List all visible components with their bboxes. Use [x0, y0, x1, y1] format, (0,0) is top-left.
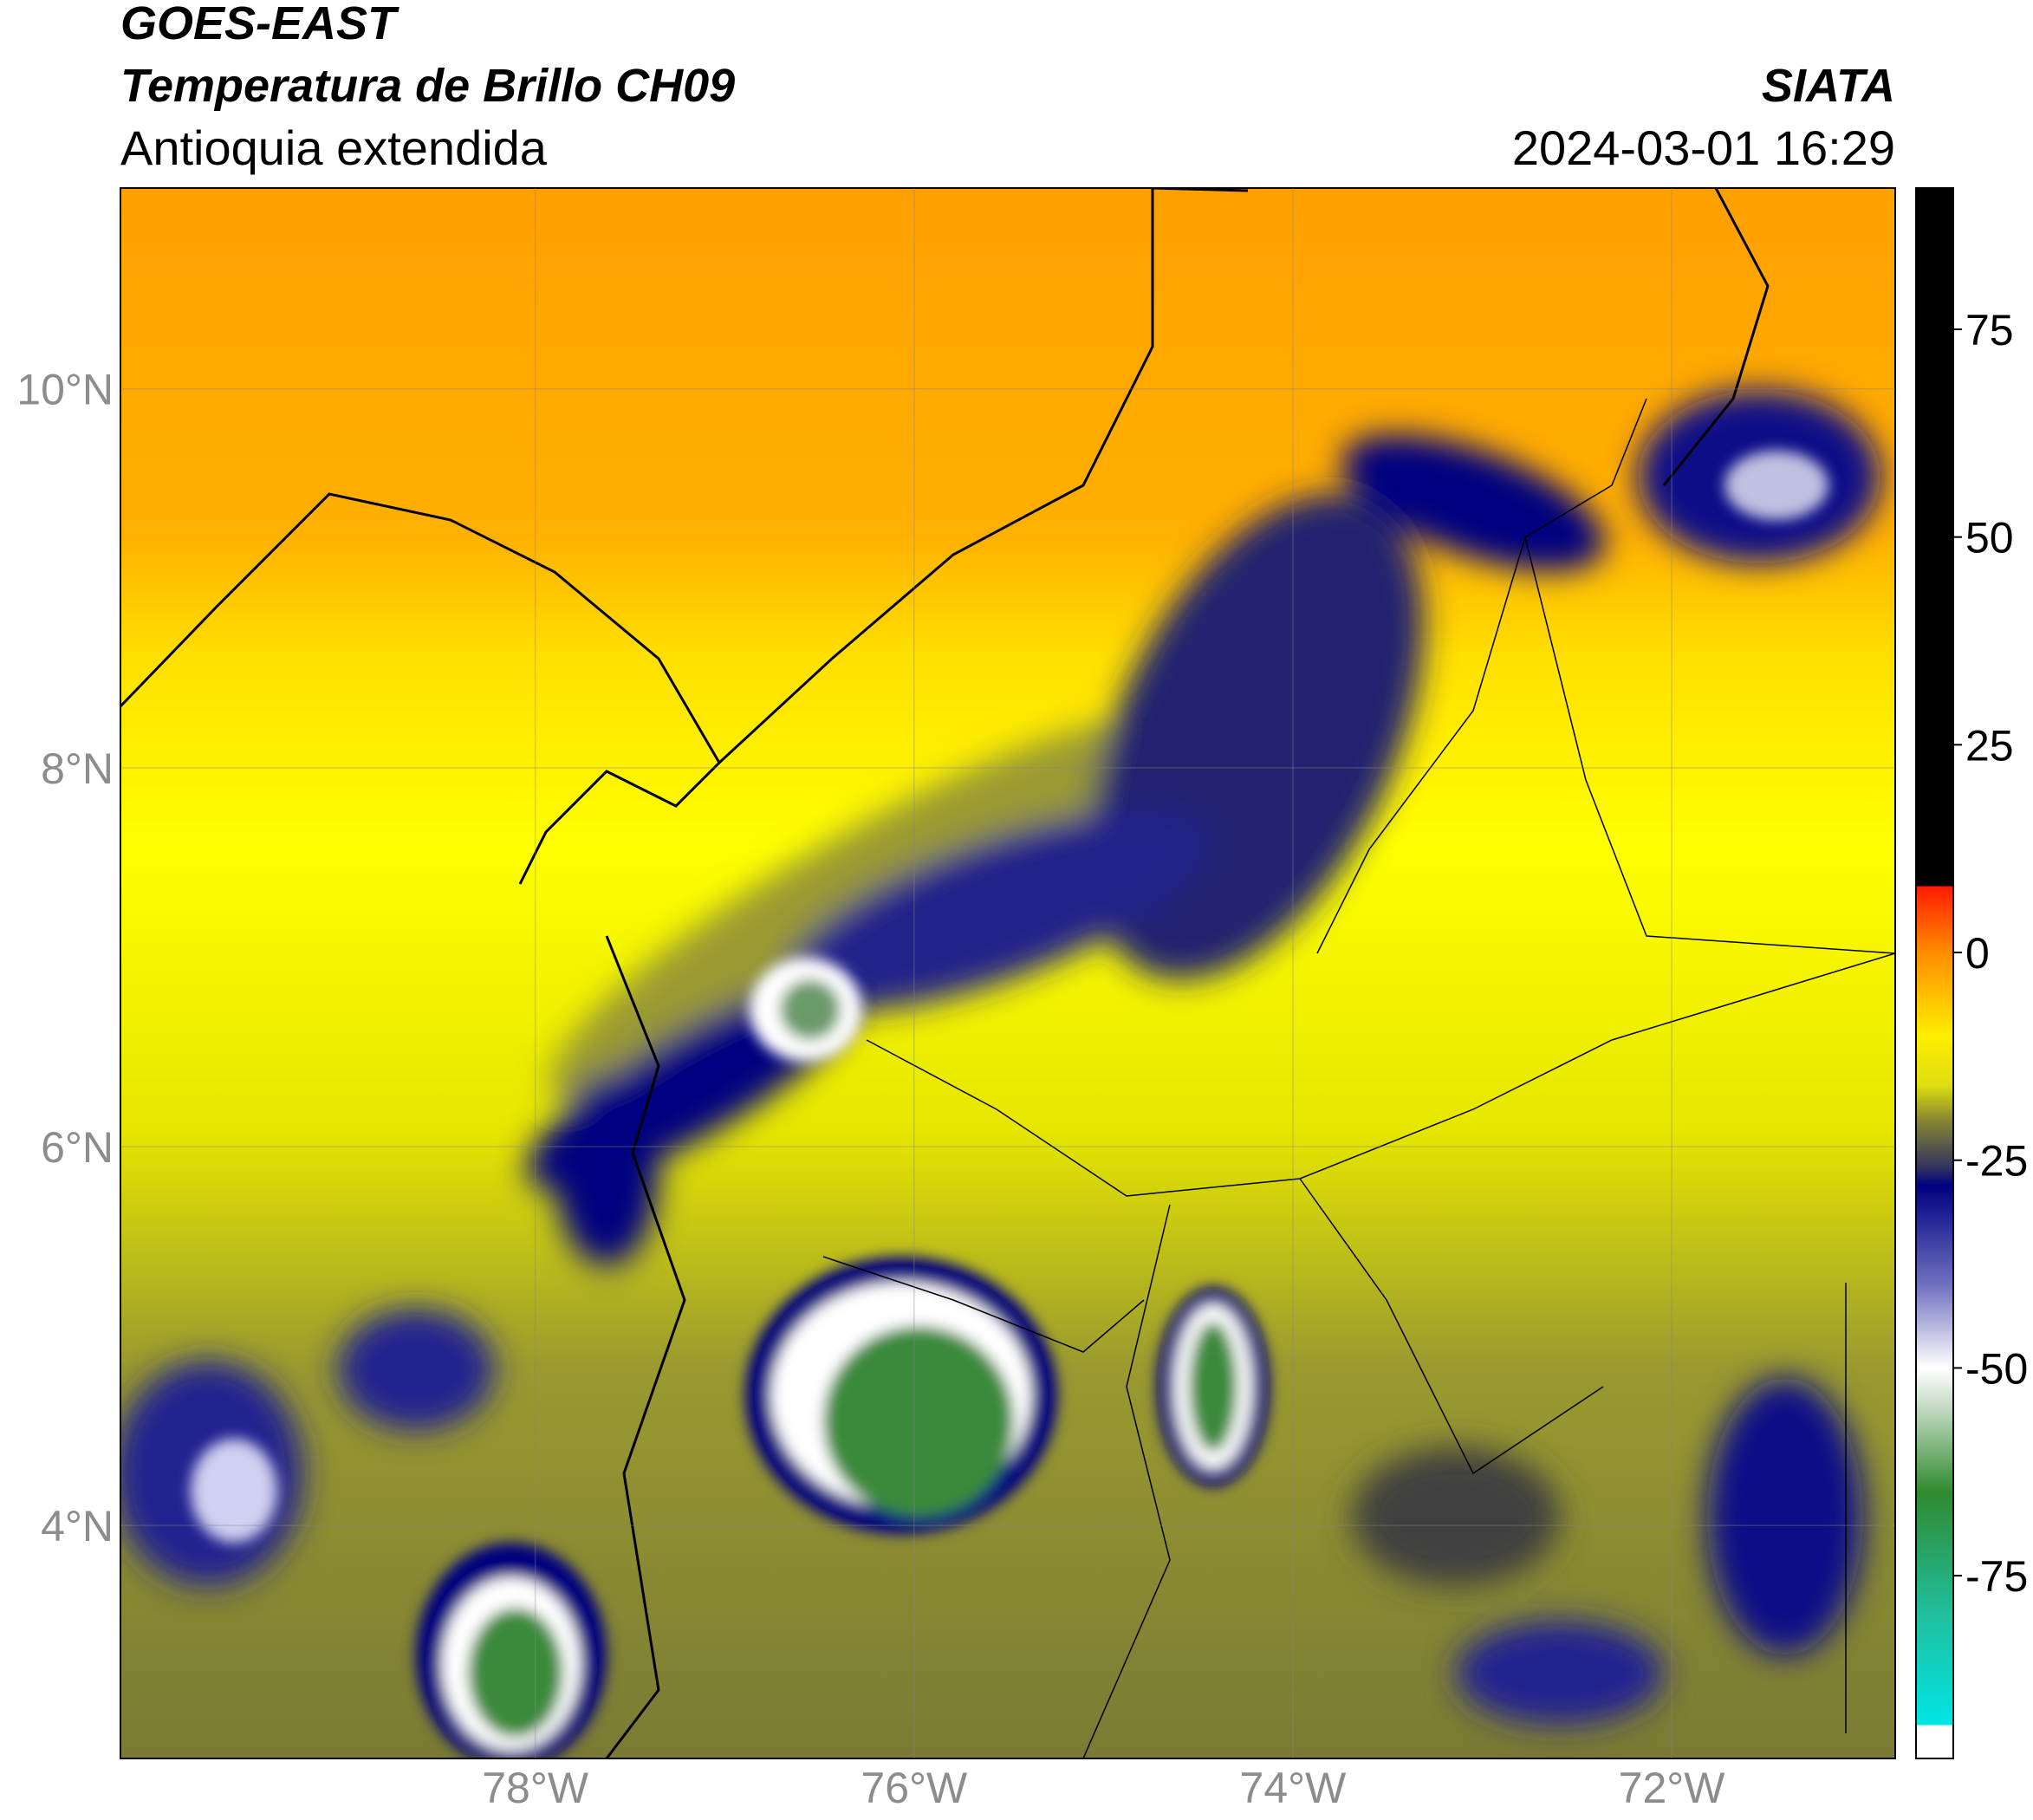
x-tick-label: 74°W — [1240, 1764, 1348, 1812]
subtitle: Temperatura de Brillo CH09 — [120, 60, 735, 112]
y-tick-label: 8°N — [41, 744, 114, 793]
map-image — [120, 188, 1895, 1758]
region: Antioquia extendida — [120, 120, 548, 175]
colorbar-tick-label: 50 — [1965, 514, 2014, 562]
coastline — [1662, 188, 1770, 486]
x-tick-label: 78°W — [482, 1764, 589, 1812]
colorbar-tick-label: 0 — [1965, 929, 1990, 978]
grid: 78°W 76°W 74°W 72°W 4°N 6°N 8°N 10°N — [16, 188, 1895, 1812]
map-frame — [120, 187, 1896, 1759]
coastline — [718, 188, 1154, 764]
x-tick-label: 72°W — [1619, 1764, 1726, 1812]
colorbar-tick-label: -50 — [1965, 1344, 2028, 1393]
coastline — [120, 492, 721, 885]
admin-boundaries — [822, 398, 1895, 1758]
source: SIATA — [1762, 60, 1895, 112]
colorbar: -75 -50 -25 0 25 50 75 — [1915, 187, 2028, 1759]
boundaries — [120, 188, 1770, 1758]
datetime: 2024-03-01 16:29 — [1512, 120, 1895, 175]
x-tick-label: 76°W — [861, 1764, 968, 1812]
colorbar-tick-label: -25 — [1965, 1137, 2028, 1186]
convective-cells — [191, 451, 1828, 1758]
colorbar-tick-label: -75 — [1965, 1552, 2028, 1601]
colorbar-tick-label: 75 — [1965, 306, 2014, 354]
coastline — [605, 935, 686, 1758]
title: GOES-EAST — [120, 0, 399, 49]
y-tick-label: 10°N — [16, 366, 114, 414]
y-tick-label: 4°N — [41, 1502, 114, 1550]
y-tick-label: 6°N — [41, 1123, 114, 1172]
colorbar-scale — [1915, 187, 1954, 1759]
colorbar-tick-label: 25 — [1965, 721, 2014, 770]
